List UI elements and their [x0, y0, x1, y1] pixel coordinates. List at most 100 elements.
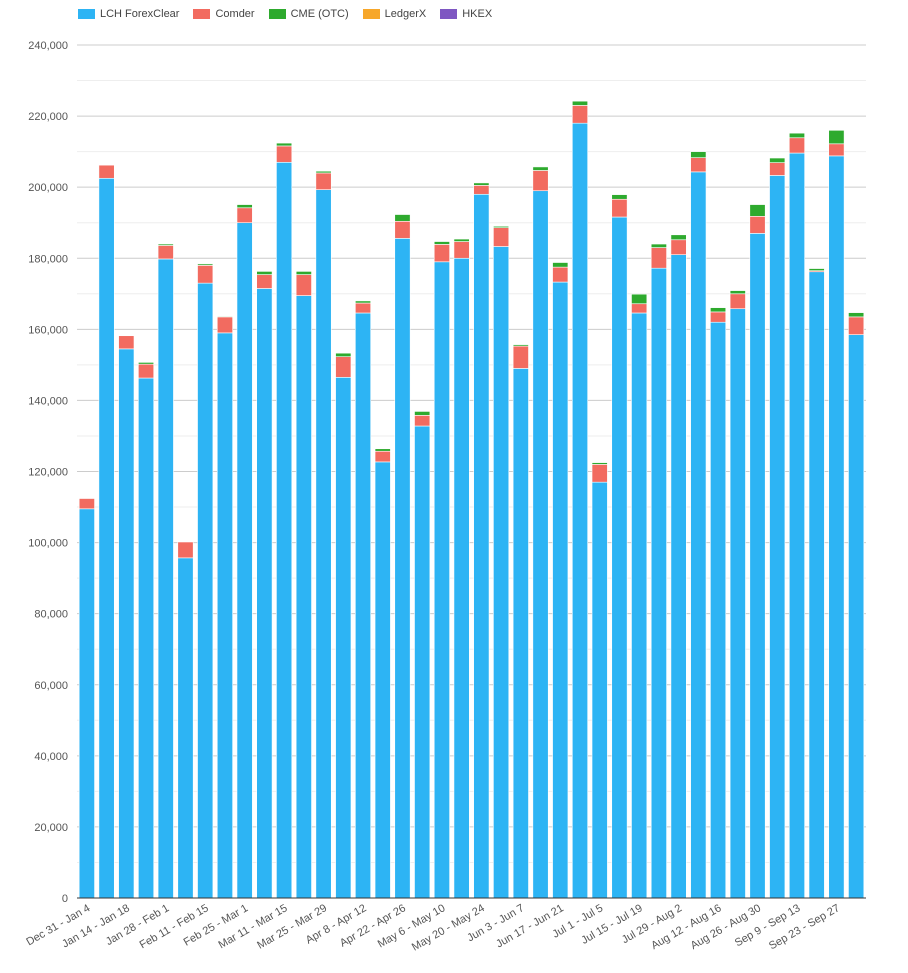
bar-stack-may-27-may-31[interactable] [493, 225, 510, 899]
bar-stack-jul-15-jul-19[interactable] [631, 293, 648, 899]
bar-segment-comder[interactable] [710, 311, 727, 323]
bar-segment-cme-otc[interactable] [453, 238, 470, 242]
bar-segment-comder[interactable] [433, 244, 450, 263]
bar-segment-comder[interactable] [256, 274, 273, 289]
bar-segment-lch-forexclear[interactable] [769, 175, 786, 899]
bar-segment-comder[interactable] [828, 143, 845, 157]
bar-segment-lch-forexclear[interactable] [177, 557, 194, 899]
bar-stack-jan-21-jan-25[interactable] [138, 362, 155, 899]
bar-segment-cme-otc[interactable] [236, 204, 253, 209]
bar-stack-may-13-may-17[interactable] [453, 238, 470, 899]
bar-segment-comder[interactable] [197, 265, 214, 284]
bar-segment-lch-forexclear[interactable] [532, 190, 549, 899]
bar-segment-cme-otc[interactable] [315, 170, 332, 174]
bar-segment-lch-forexclear[interactable] [236, 222, 253, 899]
bar-segment-cme-otc[interactable] [197, 263, 214, 266]
bar-segment-lch-forexclear[interactable] [256, 288, 273, 899]
legend-item-ledgerx[interactable]: LedgerX [362, 8, 426, 20]
bar-segment-cme-otc[interactable] [276, 142, 293, 147]
bar-segment-cme-otc[interactable] [591, 462, 608, 465]
bar-stack-apr-15-apr-19[interactable] [374, 448, 391, 899]
bar-segment-lch-forexclear[interactable] [315, 189, 332, 899]
bar-segment-comder[interactable] [374, 450, 391, 463]
bar-stack-jan-14-jan-18[interactable] [118, 335, 135, 899]
bar-stack-apr-22-apr-26[interactable] [394, 214, 411, 899]
bar-segment-lch-forexclear[interactable] [374, 461, 391, 899]
bar-stack-apr-8-apr-12[interactable] [355, 300, 372, 899]
bar-segment-cme-otc[interactable] [631, 293, 648, 305]
bar-segment-comder[interactable] [512, 345, 529, 369]
bar-stack-feb-11-feb-15[interactable] [197, 263, 214, 899]
bar-stack-may-6-may-10[interactable] [433, 241, 450, 899]
bar-stack-jul-1-jul-5[interactable] [591, 462, 608, 899]
bar-stack-dec-31-jan-4[interactable] [78, 498, 95, 899]
bar-stack-may-20-may-24[interactable] [473, 182, 490, 899]
bar-segment-comder[interactable] [788, 137, 805, 154]
bar-segment-lch-forexclear[interactable] [394, 238, 411, 899]
bar-segment-cme-otc[interactable] [808, 268, 825, 271]
bar-segment-comder[interactable] [670, 239, 687, 255]
bar-segment-comder[interactable] [552, 266, 569, 283]
bar-segment-cme-otc[interactable] [650, 243, 667, 248]
bar-stack-feb-4-feb-8[interactable] [177, 541, 194, 899]
bar-segment-comder[interactable] [769, 162, 786, 176]
bar-segment-comder[interactable] [394, 220, 411, 239]
bar-segment-comder[interactable] [177, 541, 194, 559]
bar-segment-cme-otc[interactable] [571, 100, 588, 106]
bar-segment-lch-forexclear[interactable] [749, 233, 766, 899]
bar-stack-apr-1-apr-5[interactable] [335, 352, 352, 899]
bar-segment-cme-otc[interactable] [552, 262, 569, 268]
bar-segment-comder[interactable] [473, 185, 490, 195]
bar-segment-comder[interactable] [650, 247, 667, 269]
bar-segment-cme-otc[interactable] [749, 204, 766, 217]
bar-stack-feb-25-mar-1[interactable] [236, 204, 253, 899]
bar-segment-lch-forexclear[interactable] [157, 258, 174, 899]
bar-segment-comder[interactable] [749, 216, 766, 234]
bar-segment-cme-otc[interactable] [788, 132, 805, 139]
bar-segment-comder[interactable] [571, 105, 588, 124]
bar-segment-lch-forexclear[interactable] [788, 152, 805, 899]
bar-segment-lch-forexclear[interactable] [512, 368, 529, 899]
bar-segment-lch-forexclear[interactable] [433, 261, 450, 899]
bar-segment-cme-otc[interactable] [690, 151, 707, 158]
bar-segment-lch-forexclear[interactable] [552, 281, 569, 899]
bar-stack-mar-11-mar-15[interactable] [276, 142, 293, 899]
bar-segment-comder[interactable] [118, 335, 135, 350]
bar-stack-jan-7-jan-11[interactable] [98, 164, 115, 899]
bar-segment-comder[interactable] [355, 302, 372, 314]
bar-segment-comder[interactable] [414, 415, 431, 427]
bar-segment-cme-otc[interactable] [729, 290, 746, 295]
bar-stack-jun-24-jun-28[interactable] [571, 100, 588, 899]
bar-segment-cme-otc[interactable] [414, 411, 431, 416]
bar-segment-cme-otc[interactable] [611, 194, 628, 200]
bar-segment-comder[interactable] [157, 245, 174, 260]
bar-stack-sep-30-oct-4[interactable] [848, 312, 865, 899]
bar-stack-feb-18-feb-22[interactable] [216, 315, 233, 899]
bar-segment-comder[interactable] [138, 363, 155, 379]
legend-item-hkex[interactable]: HKEX [440, 8, 492, 20]
bar-stack-sep-2-sep-6[interactable] [769, 157, 786, 899]
bar-segment-lch-forexclear[interactable] [493, 246, 510, 899]
bar-stack-sep-9-sep-13[interactable] [788, 132, 805, 899]
bar-segment-cme-otc[interactable] [394, 214, 411, 222]
bar-segment-lch-forexclear[interactable] [216, 332, 233, 899]
bar-segment-lch-forexclear[interactable] [631, 312, 648, 899]
bar-stack-aug-19-aug-23[interactable] [729, 290, 746, 899]
bar-segment-lch-forexclear[interactable] [828, 155, 845, 899]
bar-segment-cme-otc[interactable] [493, 225, 510, 228]
bar-stack-aug-5-aug-9[interactable] [690, 151, 707, 899]
bar-segment-lch-forexclear[interactable] [650, 267, 667, 899]
bar-segment-cme-otc[interactable] [473, 182, 490, 186]
bar-segment-lch-forexclear[interactable] [710, 321, 727, 899]
bar-segment-comder[interactable] [295, 274, 312, 296]
bar-segment-comder[interactable] [729, 293, 746, 310]
bar-segment-lch-forexclear[interactable] [414, 425, 431, 899]
bar-segment-lch-forexclear[interactable] [473, 193, 490, 899]
bar-segment-lch-forexclear[interactable] [729, 308, 746, 899]
bar-segment-lch-forexclear[interactable] [295, 295, 312, 899]
bar-segment-cme-otc[interactable] [512, 344, 529, 347]
bar-segment-comder[interactable] [335, 356, 352, 378]
bar-stack-sep-23-sep-27[interactable] [828, 130, 845, 899]
bar-segment-lch-forexclear[interactable] [197, 282, 214, 899]
bar-segment-cme-otc[interactable] [256, 271, 273, 275]
